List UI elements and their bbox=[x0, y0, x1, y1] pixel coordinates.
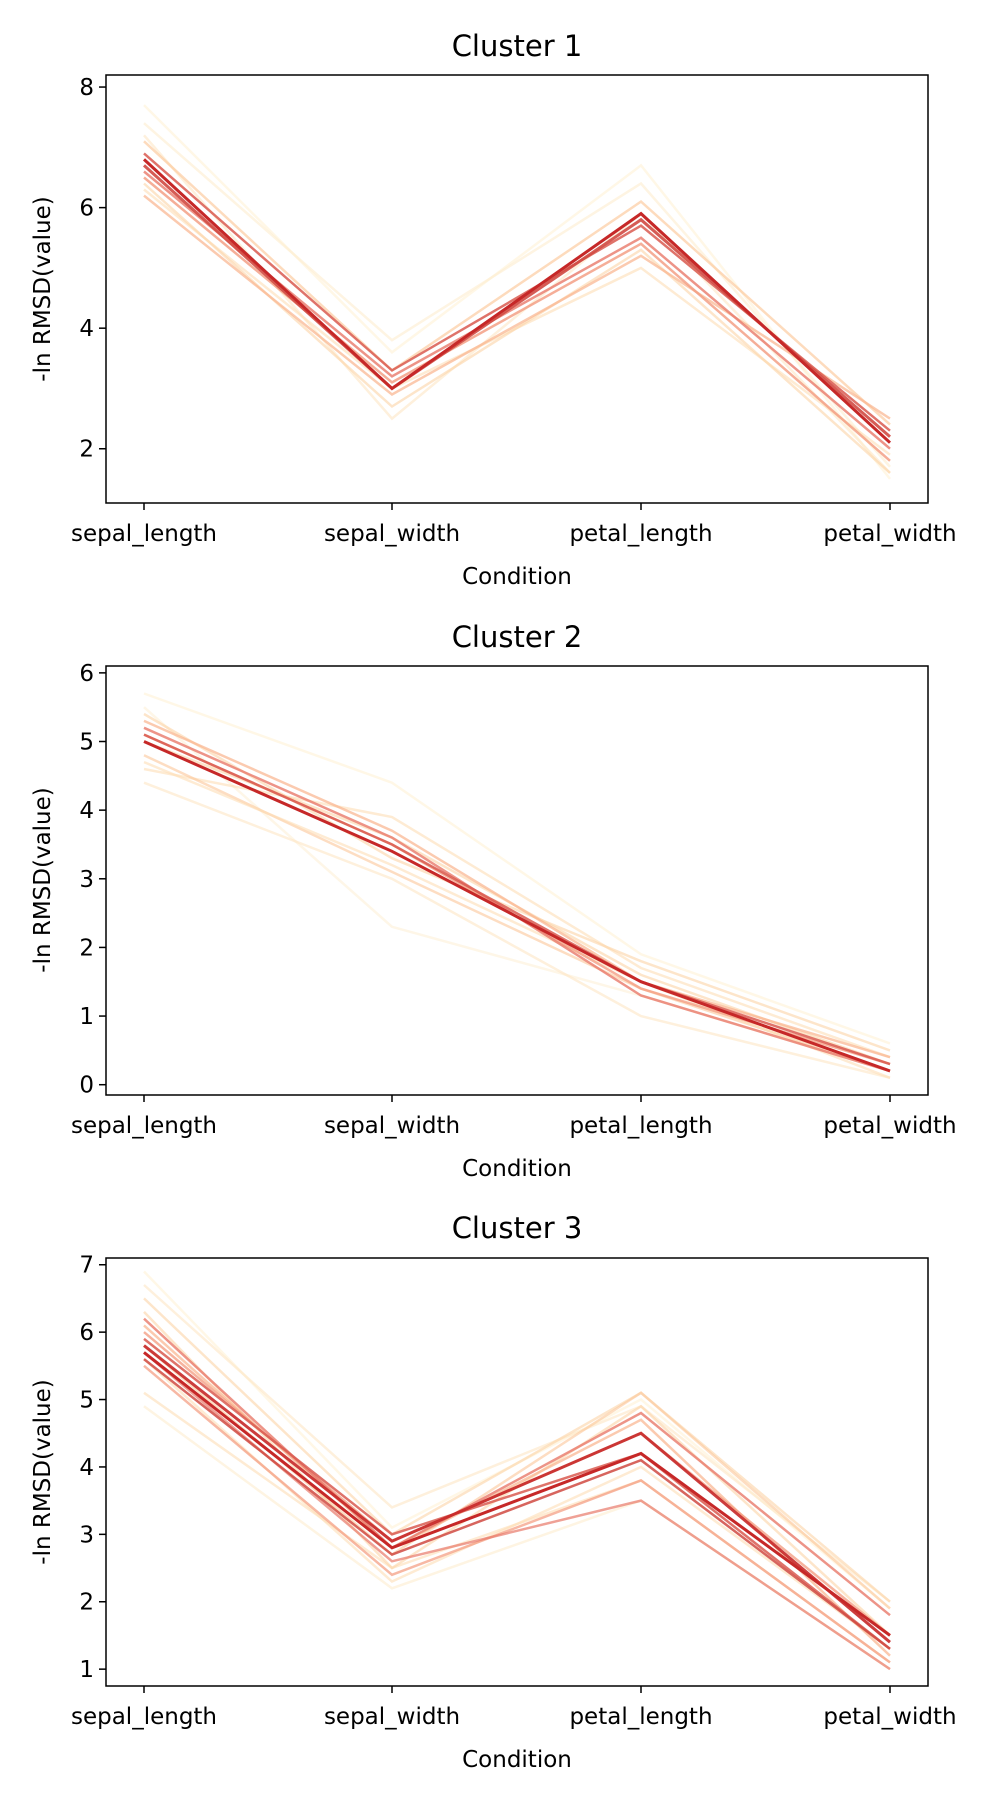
chart-3-title: Cluster 3 bbox=[452, 1211, 583, 1245]
chart-3-x-tick-label: petal_length bbox=[569, 1704, 712, 1730]
chart-2-series-line-9 bbox=[143, 719, 891, 1059]
chart-3-x-axis-label: Condition bbox=[462, 1747, 572, 1773]
chart-1-y-tick-label: 8 bbox=[79, 75, 94, 101]
chart-1-y-tick-label: 4 bbox=[79, 316, 94, 342]
chart-3-x-ticks: sepal_length sepal_width petal_length petal… bbox=[71, 1686, 957, 1730]
chart-1-y-tick-label: 6 bbox=[79, 196, 94, 222]
chart-2-y-ticks: 0 1 2 3 4 5 6 bbox=[79, 661, 106, 1099]
chart-2-y-tick-label: 0 bbox=[79, 1073, 94, 1099]
chart-3-y-tick-label: 2 bbox=[79, 1590, 94, 1616]
chart-1-x-tick-label: petal_length bbox=[569, 521, 712, 547]
chart-1-y-tick-label: 2 bbox=[79, 437, 94, 463]
chart-3-series-line-14 bbox=[143, 1337, 891, 1650]
chart-panel-2: Cluster 2 0 1 2 3 4 5 6 sepal_length sepal_widt… bbox=[30, 620, 957, 1182]
chart-2-y-tick-label: 2 bbox=[79, 935, 94, 961]
chart-1-x-tick-label: sepal_width bbox=[324, 521, 460, 547]
chart-2-series-line-8 bbox=[143, 760, 891, 1079]
chart-1-series-line-12 bbox=[142, 158, 892, 444]
chart-1-series-line-2 bbox=[143, 122, 891, 468]
chart-3-series-line-3 bbox=[143, 1284, 891, 1603]
chart-2-series-line-1 bbox=[143, 692, 891, 1045]
chart-2-y-tick-label: 1 bbox=[79, 1004, 94, 1030]
chart-2-series-group bbox=[143, 692, 891, 1080]
chart-1-series-group bbox=[142, 104, 892, 480]
chart-panel-1: Cluster 1 2 4 6 8 sepal_length sepal_width pe… bbox=[30, 29, 957, 590]
chart-3-series-line-5 bbox=[143, 1297, 891, 1603]
chart-3-series-line-16 bbox=[143, 1344, 891, 1644]
chart-1-y-axis-label: -ln RMSD(value) bbox=[30, 196, 56, 381]
chart-3-y-tick-label: 7 bbox=[79, 1253, 94, 1279]
chart-2-x-tick-label: sepal_width bbox=[324, 1113, 460, 1139]
chart-3-series-line-12 bbox=[143, 1317, 891, 1617]
chart-2-y-tick-label: 6 bbox=[79, 661, 94, 687]
chart-1-x-axis-label: Condition bbox=[462, 564, 572, 590]
chart-3-y-tick-label: 5 bbox=[79, 1388, 94, 1414]
chart-panel-3: Cluster 3 1 2 3 4 5 6 7 sepal_length sepal_widt… bbox=[30, 1211, 957, 1773]
chart-1-x-tick-label: petal_width bbox=[823, 521, 956, 547]
chart-3-series-group bbox=[143, 1270, 891, 1671]
chart-2-x-axis-label: Condition bbox=[462, 1156, 572, 1182]
chart-1-series-line-8 bbox=[143, 176, 891, 462]
chart-3-y-tick-label: 3 bbox=[79, 1522, 94, 1548]
chart-3-y-ticks: 1 2 3 4 5 6 7 bbox=[79, 1253, 106, 1683]
chart-2-x-tick-label: petal_length bbox=[569, 1113, 712, 1139]
chart-2-x-ticks: sepal_length sepal_width petal_length petal… bbox=[71, 1095, 957, 1139]
chart-2-series-line-4 bbox=[143, 767, 891, 1059]
chart-3-series-line-11 bbox=[143, 1364, 891, 1664]
chart-3-x-tick-label: sepal_width bbox=[324, 1704, 460, 1730]
chart-2-series-line-13 bbox=[143, 740, 891, 1073]
chart-1-series-line-6 bbox=[143, 140, 891, 426]
chart-3-series-line-15 bbox=[143, 1358, 891, 1650]
chart-1-title: Cluster 1 bbox=[452, 29, 583, 63]
chart-3-plot-frame bbox=[105, 1257, 929, 1687]
chart-2-y-tick-label: 3 bbox=[79, 867, 94, 893]
chart-1-x-tick-label: sepal_length bbox=[71, 521, 217, 547]
chart-1-x-ticks: sepal_length sepal_width petal_length petal… bbox=[71, 503, 957, 547]
chart-2-plot-frame bbox=[105, 665, 929, 1096]
chart-3-y-tick-label: 4 bbox=[79, 1455, 94, 1481]
chart-2-y-axis-label: -ln RMSD(value) bbox=[30, 787, 56, 972]
chart-2-x-tick-label: petal_width bbox=[823, 1113, 956, 1139]
chart-1-y-ticks: 2 4 6 8 bbox=[79, 75, 106, 463]
chart-2-series-line-5 bbox=[143, 712, 891, 1052]
chart-2-x-tick-label: sepal_length bbox=[71, 1113, 217, 1139]
chart-1-series-line-7 bbox=[143, 194, 891, 420]
chart-2-series-line-12 bbox=[143, 733, 891, 1066]
chart-1-plot-frame bbox=[105, 74, 929, 504]
chart-3-x-tick-label: sepal_length bbox=[71, 1704, 217, 1730]
chart-3-series-line-17 bbox=[143, 1351, 891, 1637]
chart-2-y-tick-label: 4 bbox=[79, 798, 94, 824]
chart-3-y-tick-label: 6 bbox=[79, 1320, 94, 1346]
chart-3-y-axis-label: -ln RMSD(value) bbox=[30, 1379, 56, 1564]
chart-2-title: Cluster 2 bbox=[452, 620, 583, 654]
chart-3-y-tick-label: 1 bbox=[79, 1657, 94, 1683]
chart-2-series-line-3 bbox=[143, 781, 891, 1080]
chart-3-x-tick-label: petal_width bbox=[823, 1704, 956, 1730]
chart-1-series-line-1 bbox=[143, 104, 891, 480]
chart-2-y-tick-label: 5 bbox=[79, 730, 94, 756]
